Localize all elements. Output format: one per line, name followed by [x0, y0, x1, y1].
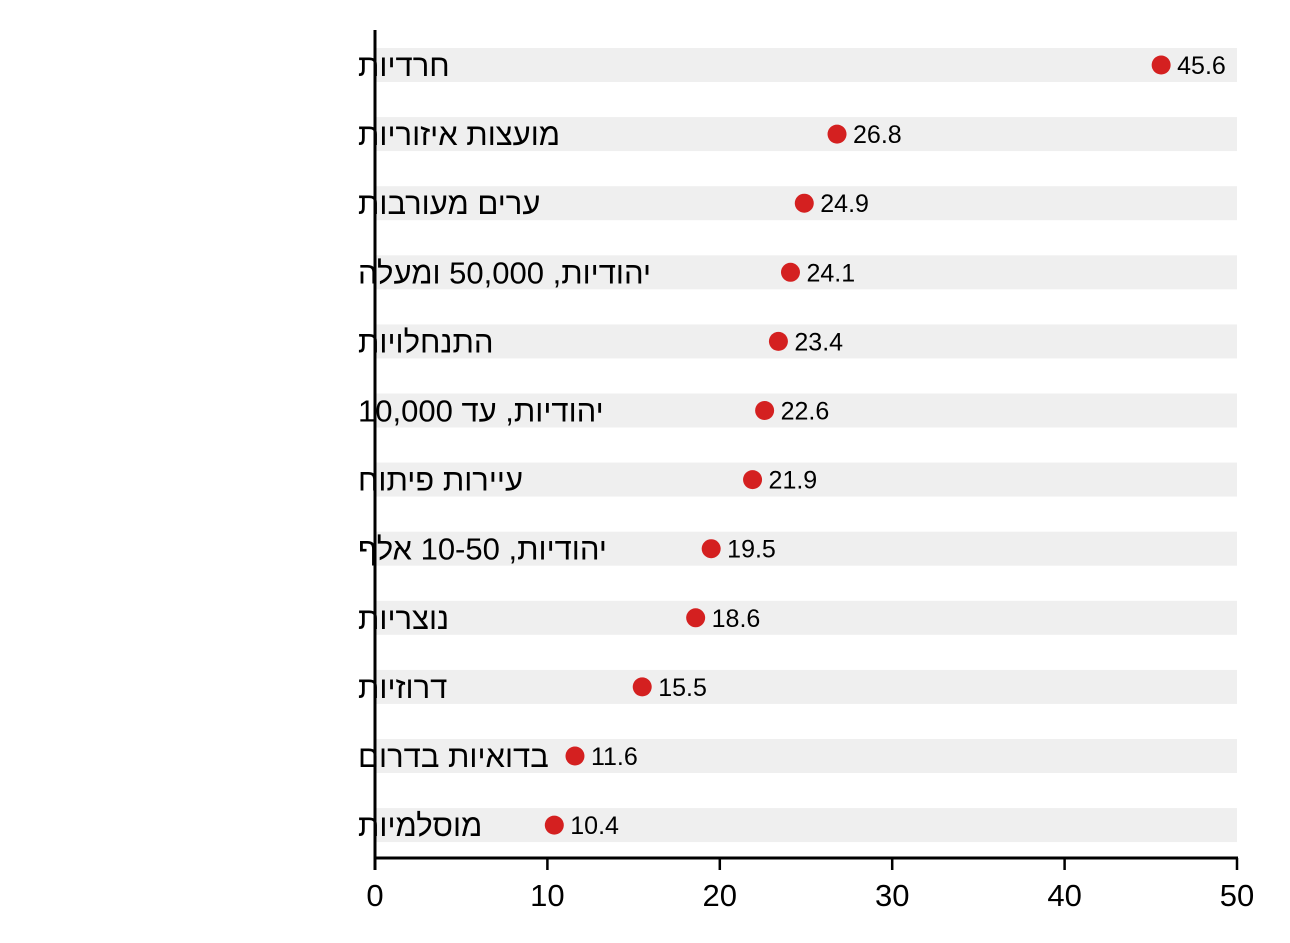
data-point: [794, 193, 814, 213]
x-tick-label: 50: [1220, 878, 1254, 913]
data-point: [632, 677, 652, 697]
category-label: יהודיות, 50,000 ומעלה: [358, 255, 651, 290]
data-point: [827, 124, 847, 144]
data-point: [743, 470, 763, 490]
data-point: [755, 401, 775, 420]
data-point: [544, 815, 564, 835]
category-label: התנחלויות: [358, 324, 494, 359]
category-label: חרדיות: [358, 48, 450, 83]
row-band: [375, 324, 1237, 359]
value-label: 22.6: [781, 398, 830, 426]
data-point: [780, 262, 800, 282]
value-label: 21.9: [769, 467, 818, 495]
value-label: 24.9: [820, 190, 869, 218]
row-band: [375, 462, 1237, 497]
category-label: נוצריות: [358, 601, 449, 636]
data-points: [544, 55, 1171, 835]
row-band: [375, 531, 1237, 566]
data-point: [686, 608, 706, 628]
category-label: דרוזיות: [358, 670, 447, 705]
x-tick-label: 30: [875, 878, 909, 913]
row-band: [375, 117, 1237, 152]
row-band: [375, 669, 1237, 704]
category-label: בדואיות בדרום: [358, 739, 549, 774]
value-label: 26.8: [853, 121, 902, 149]
value-label: 23.4: [794, 328, 843, 356]
x-tick-label: 10: [530, 878, 564, 913]
row-band: [375, 48, 1237, 82]
category-label: יהודיות, עד 10,000: [358, 394, 604, 429]
value-label: 45.6: [1177, 52, 1226, 80]
x-tick-label: 0: [366, 878, 383, 913]
row-bands: [375, 48, 1237, 843]
row-band: [375, 255, 1237, 290]
category-label: ערים מעורבות: [358, 186, 540, 221]
row-band: [375, 600, 1237, 635]
row-band: [375, 393, 1237, 428]
value-label: 18.6: [712, 605, 761, 633]
value-label: 10.4: [570, 812, 619, 840]
row-band: [375, 739, 1237, 773]
row-band: [375, 808, 1237, 843]
category-labels: חרדיות מועצות איזוריות ערים מעורבות יהודיות…: [358, 48, 651, 843]
value-label: 11.6: [591, 743, 638, 771]
data-point: [1151, 55, 1171, 75]
category-label: מועצות איזוריות: [358, 117, 560, 152]
data-point: [768, 331, 788, 351]
value-label: 24.1: [806, 259, 855, 287]
x-tick-label: 20: [703, 878, 737, 913]
value-labels: 45.6 26.8 24.9 24.1 23.4 22.6 21.9 19.5 18.6 15.5…: [570, 52, 1226, 840]
x-axis-ticks: 0 10 20 30 40 50: [366, 858, 1254, 913]
data-point: [701, 539, 721, 559]
value-label: 15.5: [658, 674, 707, 702]
x-tick-label: 40: [1047, 878, 1081, 913]
category-label: יהודיות, 10-50 אלף: [358, 532, 607, 567]
category-label: עיירות פיתוח: [358, 463, 523, 498]
value-label: 19.5: [727, 536, 776, 564]
axes: [373, 30, 1238, 870]
category-label: מוסלמיות: [358, 808, 482, 843]
data-point: [565, 746, 585, 766]
